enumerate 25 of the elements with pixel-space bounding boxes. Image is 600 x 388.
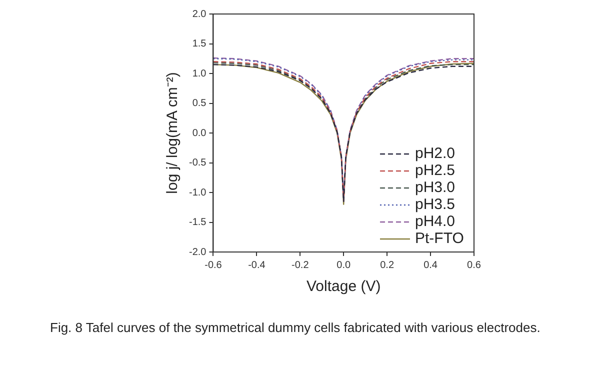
x-tick-label: -0.6 [204,260,222,271]
caption: Fig. 8 Tafel curves of the symmetrical dummy cells fabricated with various electrodes. [50,319,542,337]
y-tick-label: 0.0 [192,128,207,139]
legend-label: pH2.5 [415,162,456,179]
x-tick-label: -0.2 [292,260,310,271]
legend-label: pH4.0 [415,213,456,230]
x-tick-label: -0.4 [248,260,266,271]
y-tick-label: 1.0 [192,68,207,80]
legend-label: pH2.0 [415,145,456,162]
y-axis-title: log j/ log(mA cm⁻²) [164,72,182,194]
x-tick-label: 0.6 [467,260,482,271]
y-tick-label: -1.5 [188,217,207,228]
y-tick-label: -0.5 [188,158,207,168]
x-tick-label: 0.2 [380,260,394,271]
y-tick-label: 2.0 [192,8,207,20]
x-tick-label: 0.4 [424,260,438,271]
y-tick-label: -2.0 [188,246,207,258]
x-tick-label: 0.0 [336,260,351,271]
legend-label: pH3.0 [415,179,456,196]
legend-label: Pt-FTO [415,230,464,247]
y-tick-label: 1.5 [192,38,207,50]
legend-label: pH3.5 [415,196,456,213]
x-axis-title: Voltage (V) [306,278,381,296]
y-tick-label: 0.5 [192,98,207,109]
y-tick-label: -1.0 [188,187,207,198]
